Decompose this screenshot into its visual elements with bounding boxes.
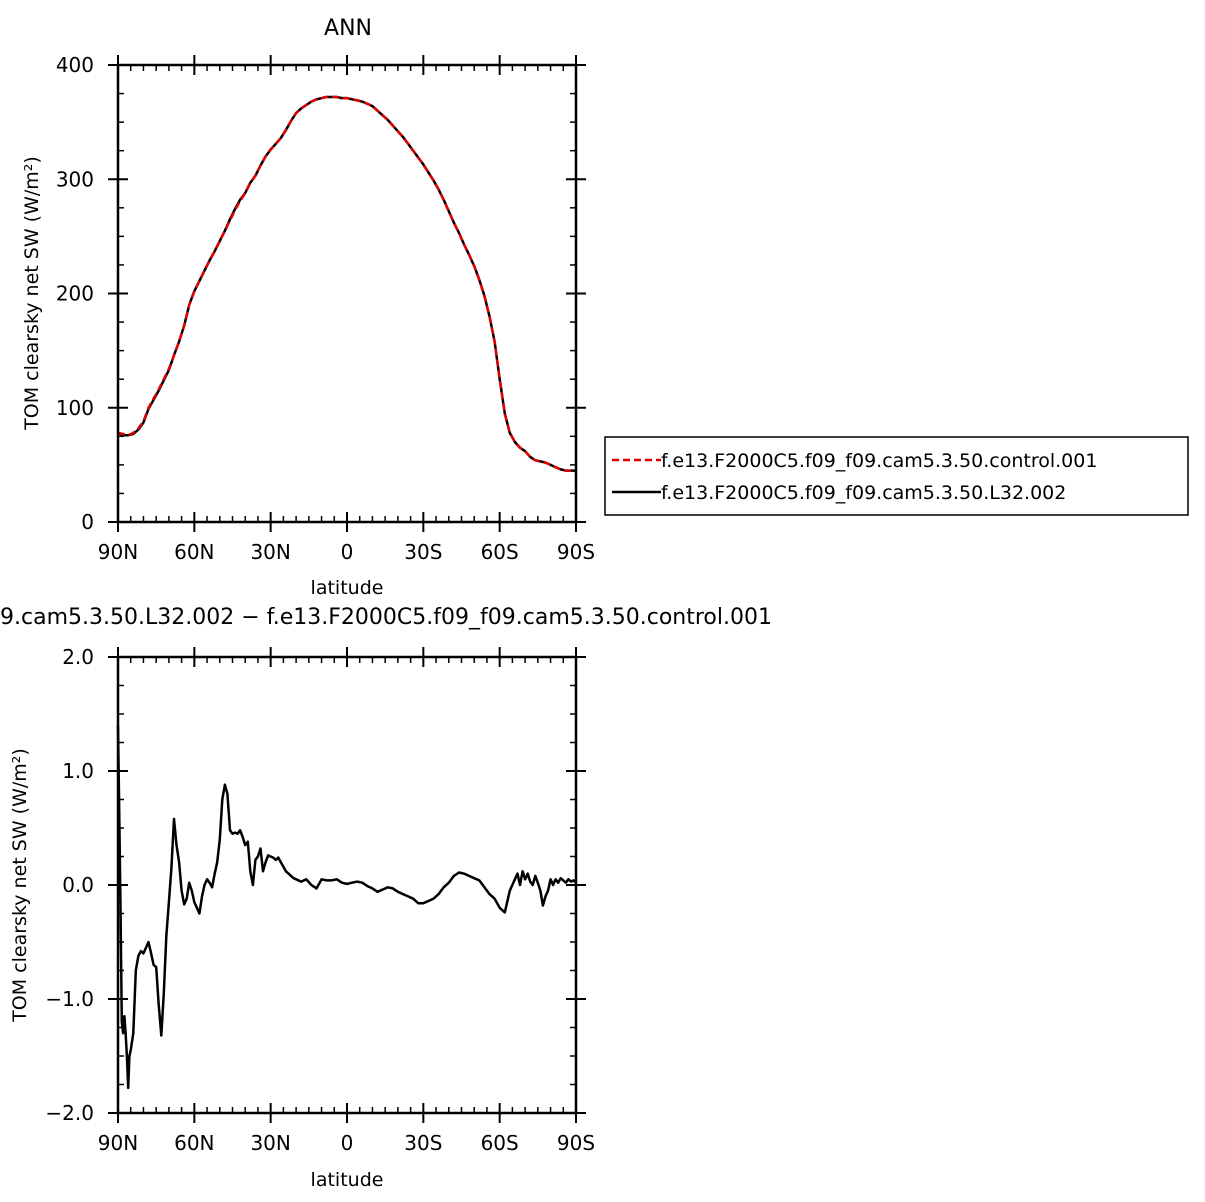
top-y-axis-title: TOM clearsky net SW (W/m²): [21, 156, 43, 431]
top-x-tick-label: 30N: [250, 540, 290, 564]
bot-x-tick-label: 60N: [174, 1131, 214, 1155]
bot-series-line-0: [116, 725, 577, 1090]
bot-y-tick-label: 2.0: [62, 645, 94, 669]
top-x-tick-label: 90N: [98, 540, 138, 564]
top-y-tick-label: 200: [56, 282, 94, 306]
top-axis-ticks: [108, 55, 586, 532]
top-y-tick-label: 100: [56, 396, 94, 420]
bottom-plot-frame: [116, 655, 578, 1115]
bot-x-tick-label: 60S: [481, 1131, 519, 1155]
top-series-line-1: [117, 95, 576, 472]
top-tick-labels: 90N 60N 30N 0 30S 60S 90S 0 100 200 300 400: [56, 53, 595, 564]
bottom-panel: 9.cam5.3.50.L32.002 − f.e13.F2000C5.f09_…: [0, 605, 772, 1191]
bottom-tick-labels: 90N 60N 30N 0 30S 60S 90S −2.0 −1.0 0.0 1.0 2.0: [45, 645, 595, 1155]
bot-y-tick-label: 0.0: [62, 873, 94, 897]
top-panel: ANN 90N 60N 30N 0 30S 60S 90S 0 100 200 300 400 lat…: [21, 16, 1189, 599]
top-x-tick-label: 60N: [174, 540, 214, 564]
bot-y-tick-label: 1.0: [62, 759, 94, 783]
bot-x-tick-label: 90S: [557, 1131, 595, 1155]
top-y-tick-label: 0: [81, 510, 94, 534]
top-x-axis-title: latitude: [311, 577, 384, 599]
bot-x-tick-label: 30S: [404, 1131, 442, 1155]
bot-x-tick-label: 0: [341, 1131, 354, 1155]
bot-y-tick-label: −2.0: [45, 1101, 94, 1125]
top-x-tick-label: 90S: [557, 540, 595, 564]
top-series-line-0: [117, 95, 576, 472]
top-y-tick-label: 300: [56, 167, 94, 191]
bot-x-tick-label: 30N: [250, 1131, 290, 1155]
legend-entry-control: f.e13.F2000C5.f09_f09.cam5.3.50.control.…: [612, 450, 1097, 472]
bottom-y-axis-title: TOM clearsky net SW (W/m²): [9, 748, 31, 1023]
top-series-group: [117, 95, 576, 472]
bot-y-tick-label: −1.0: [45, 987, 94, 1011]
legend-label-l32: f.e13.F2000C5.f09_f09.cam5.3.50.L32.002: [661, 482, 1066, 504]
legend-entry-l32: f.e13.F2000C5.f09_f09.cam5.3.50.L32.002: [612, 482, 1066, 504]
top-plot-frame: [116, 63, 578, 524]
top-x-tick-label: 0: [341, 540, 354, 564]
bottom-plot-area: 90N 60N 30N 0 30S 60S 90S −2.0 −1.0 0.0 1.0 2.0: [45, 645, 595, 1155]
bottom-plot-title: 9.cam5.3.50.L32.002 − f.e13.F2000C5.f09_…: [0, 605, 772, 630]
legend-box: [604, 436, 1189, 516]
legend-label-control: f.e13.F2000C5.f09_f09.cam5.3.50.control.…: [661, 450, 1097, 472]
top-plot-area: 90N 60N 30N 0 30S 60S 90S 0 100 200 300 400: [56, 53, 595, 564]
bottom-x-axis-title: latitude: [311, 1169, 384, 1191]
top-x-tick-label: 60S: [481, 540, 519, 564]
legend: f.e13.F2000C5.f09_f09.cam5.3.50.control.…: [604, 436, 1189, 516]
top-y-tick-label: 400: [56, 53, 94, 77]
bottom-series-group: [116, 725, 577, 1090]
top-x-tick-label: 30S: [404, 540, 442, 564]
top-plot-title: ANN: [324, 16, 372, 41]
bot-x-tick-label: 90N: [98, 1131, 138, 1155]
